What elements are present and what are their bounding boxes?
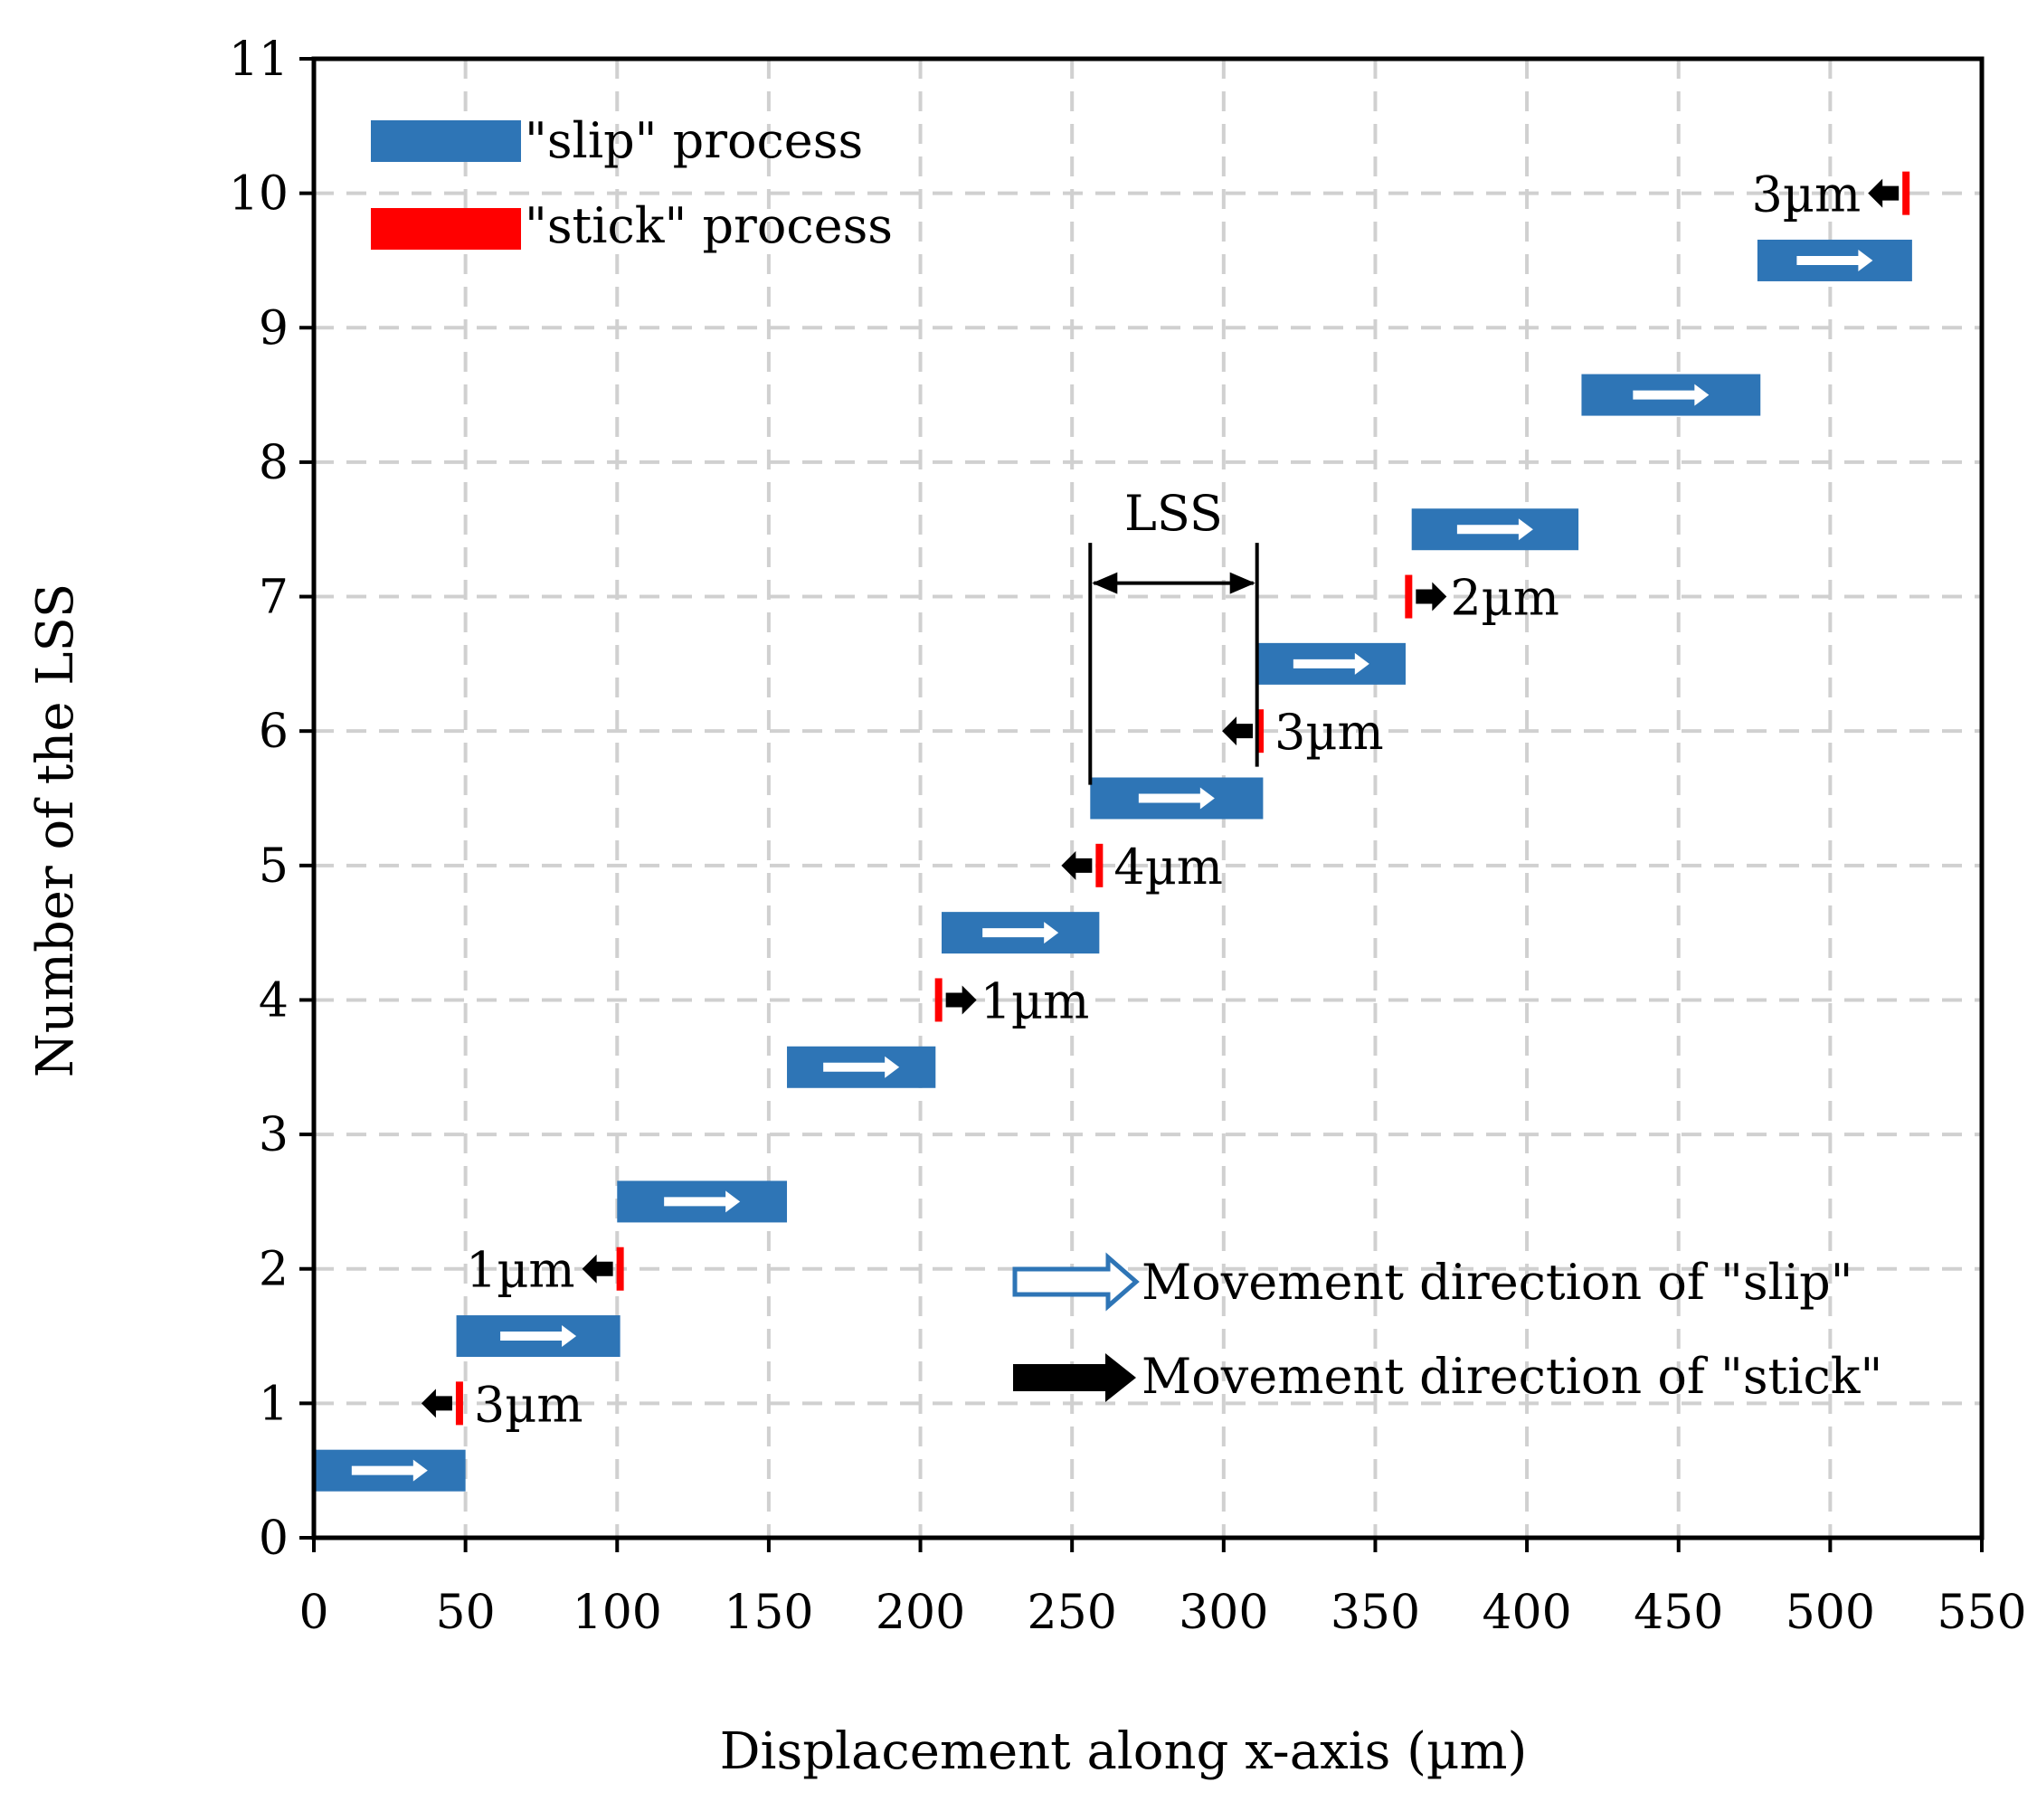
y-axis-title: Number of the LSS: [26, 583, 85, 1077]
lss-label: LSS: [1124, 485, 1223, 542]
stick-amount-label: 4µm: [1113, 839, 1223, 896]
y-tick-label: 5: [259, 839, 289, 894]
stick-amount-label: 3µm: [474, 1376, 583, 1433]
y-tick-label: 8: [259, 436, 289, 490]
slip-direction-arrow: [823, 1056, 900, 1078]
legend-stick-label: "stick" process: [525, 197, 893, 254]
x-tick-label: 250: [1028, 1586, 1117, 1640]
legend: "slip" process "stick" process: [371, 112, 893, 254]
grid: [314, 59, 1982, 1538]
stick-amount-label: 1µm: [981, 972, 1090, 1029]
stick-direction-arrow: [421, 1389, 452, 1418]
x-tick-label: 500: [1786, 1586, 1875, 1640]
legend-stick-swatch: [371, 208, 521, 250]
y-tick-label: 11: [229, 33, 289, 87]
slip-direction-arrow: [1796, 249, 1873, 271]
stick-direction-arrow: [1416, 582, 1447, 611]
y-tick-label: 4: [259, 973, 289, 1028]
stick-amount-label: 2µm: [1450, 570, 1559, 627]
x-tick-label: 300: [1179, 1586, 1268, 1640]
slip-direction-arrow: [1633, 384, 1710, 406]
stick-marker: [1405, 574, 1413, 619]
x-tick-label: 550: [1937, 1586, 2026, 1640]
stick-direction-arrow: [582, 1254, 613, 1284]
slip-direction-arrow: [500, 1325, 577, 1348]
legend-slip-swatch: [371, 120, 521, 162]
x-tick-label: 150: [724, 1586, 813, 1640]
stick-marker: [1095, 843, 1104, 887]
stick-marker: [1256, 709, 1265, 754]
x-tick-label: 100: [573, 1586, 662, 1640]
stick-amount-label: 3µm: [1752, 166, 1862, 223]
slip-arrow-legend-label: Movement direction of "slip": [1142, 1254, 1853, 1311]
slip-direction-arrow: [664, 1190, 741, 1213]
x-tick-label: 400: [1482, 1586, 1571, 1640]
stick-marker: [1902, 171, 1910, 215]
stick-direction-arrow: [1222, 716, 1254, 746]
stick-marker: [616, 1247, 624, 1291]
plot-frame: [311, 56, 1985, 1540]
lss-annotation: LSS: [1088, 485, 1259, 785]
x-tick-label: 350: [1331, 1586, 1420, 1640]
legend-slip-label: "slip" process: [525, 112, 863, 169]
stick-events: 3µm 1µm 1µm 4µm 3µm 2µm 3µm: [421, 166, 1910, 1433]
stick-direction-arrow: [1061, 850, 1093, 880]
stick-arrow-legend-label: Movement direction of "stick": [1142, 1348, 1882, 1405]
arrow-legend: Movement direction of "slip" Movement di…: [1012, 1252, 1882, 1405]
slip-direction-arrow: [1456, 518, 1533, 541]
y-tick-label: 2: [259, 1243, 289, 1297]
slip-direction-arrow: [351, 1459, 428, 1482]
stick-direction-arrow: [945, 985, 977, 1015]
y-tick-label: 0: [259, 1512, 289, 1566]
stick-arrow-legend-icon: [1013, 1353, 1136, 1402]
y-tick-label: 3: [259, 1108, 289, 1162]
stick-direction-arrow: [1868, 178, 1900, 208]
x-axis-title: Displacement along x-axis (µm): [720, 1722, 1528, 1781]
slip-direction-arrow: [1293, 652, 1369, 675]
slip-direction-arrow: [982, 922, 1059, 944]
x-tick-label: 450: [1634, 1586, 1723, 1640]
y-tick-label: 1: [259, 1377, 289, 1431]
x-tick-label: 200: [876, 1586, 965, 1640]
y-axis-ticks: 0 1 2 3 4 5 6 7 8 9 10 11: [229, 33, 314, 1566]
y-tick-label: 6: [259, 705, 289, 759]
y-tick-label: 7: [259, 571, 289, 625]
slip-arrow-legend-icon: [1012, 1252, 1140, 1312]
x-axis-ticks: 0 50 100 150 200 250 300 350 400 450 500 550: [298, 1538, 2027, 1640]
y-tick-label: 9: [259, 301, 289, 355]
stick-amount-label: 3µm: [1274, 704, 1384, 761]
stick-amount-label: 1µm: [466, 1242, 575, 1299]
stick-marker: [934, 978, 943, 1022]
x-tick-label: 50: [436, 1586, 496, 1640]
stick-marker: [455, 1381, 463, 1426]
x-tick-label: 0: [298, 1586, 328, 1640]
slip-segments: [314, 239, 1912, 1492]
slip-direction-arrow: [1138, 787, 1215, 810]
lss-left-arrowhead: [1092, 572, 1118, 594]
y-tick-label: 10: [229, 167, 289, 222]
lss-right-arrowhead: [1229, 572, 1255, 594]
